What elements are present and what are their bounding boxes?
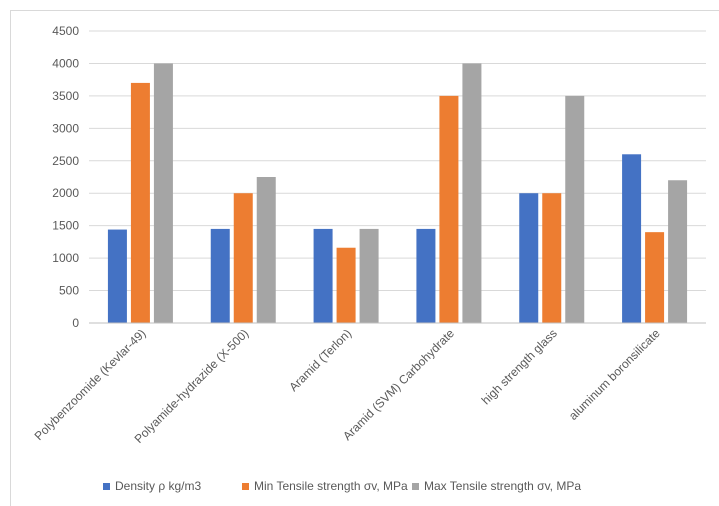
x-category-label: Aramid (SVM) Carbohydrate <box>340 326 457 443</box>
bar <box>565 95 585 323</box>
bar <box>256 177 276 323</box>
bar <box>439 95 459 323</box>
bar <box>416 228 436 323</box>
bar <box>153 63 173 323</box>
x-category-label: high strength glass <box>479 326 560 407</box>
chart-frame <box>10 10 719 506</box>
y-tick-label: 4500 <box>52 24 79 38</box>
bars <box>107 63 688 324</box>
legend-swatch <box>242 483 249 490</box>
bar <box>359 228 379 323</box>
y-tick-label: 500 <box>59 284 79 298</box>
bar <box>336 247 356 323</box>
legend-swatch <box>412 483 419 490</box>
x-category-label: Polybenzoomide (Kevlar-49) <box>32 326 149 443</box>
legend-label: Max Tensile strength σv, MPa <box>424 479 581 493</box>
bar <box>313 228 333 323</box>
y-tick-label: 3500 <box>52 89 79 103</box>
legend-label: Min Tensile strength σv, MPa <box>254 479 408 493</box>
bar <box>130 82 150 324</box>
x-category-label: Polyamide-hydrazide (X-500) <box>132 326 252 446</box>
y-tick-label: 2000 <box>52 186 79 200</box>
category-labels: Polybenzoomide (Kevlar-49)Polyamide-hydr… <box>32 326 663 446</box>
x-category-label: Aramid (Terlon) <box>286 326 354 394</box>
legend-label: Density ρ kg/m3 <box>115 479 202 493</box>
bar <box>210 228 230 323</box>
bar <box>645 232 665 323</box>
y-tick-label: 1500 <box>52 219 79 233</box>
bar <box>542 193 562 323</box>
legend-swatch <box>103 483 110 490</box>
legend: Density ρ kg/m3 Min Tensile strength σv, … <box>103 479 581 493</box>
y-axis-ticks: 0 500 1000 1500 2000 2500 3000 3500 4000 4500 <box>52 24 79 330</box>
y-tick-label: 4000 <box>52 56 79 70</box>
bar <box>622 154 642 323</box>
bar <box>233 193 253 323</box>
gridlines <box>89 30 706 292</box>
y-tick-label: 3000 <box>52 121 79 135</box>
y-tick-label: 1000 <box>52 251 79 265</box>
bar <box>462 63 482 323</box>
y-tick-label: 2500 <box>52 154 79 168</box>
bar <box>519 193 539 323</box>
x-category-label: aluminum boronsilicate <box>566 326 663 423</box>
y-tick-label: 0 <box>72 316 79 330</box>
bar <box>107 229 127 323</box>
bar <box>668 180 688 323</box>
